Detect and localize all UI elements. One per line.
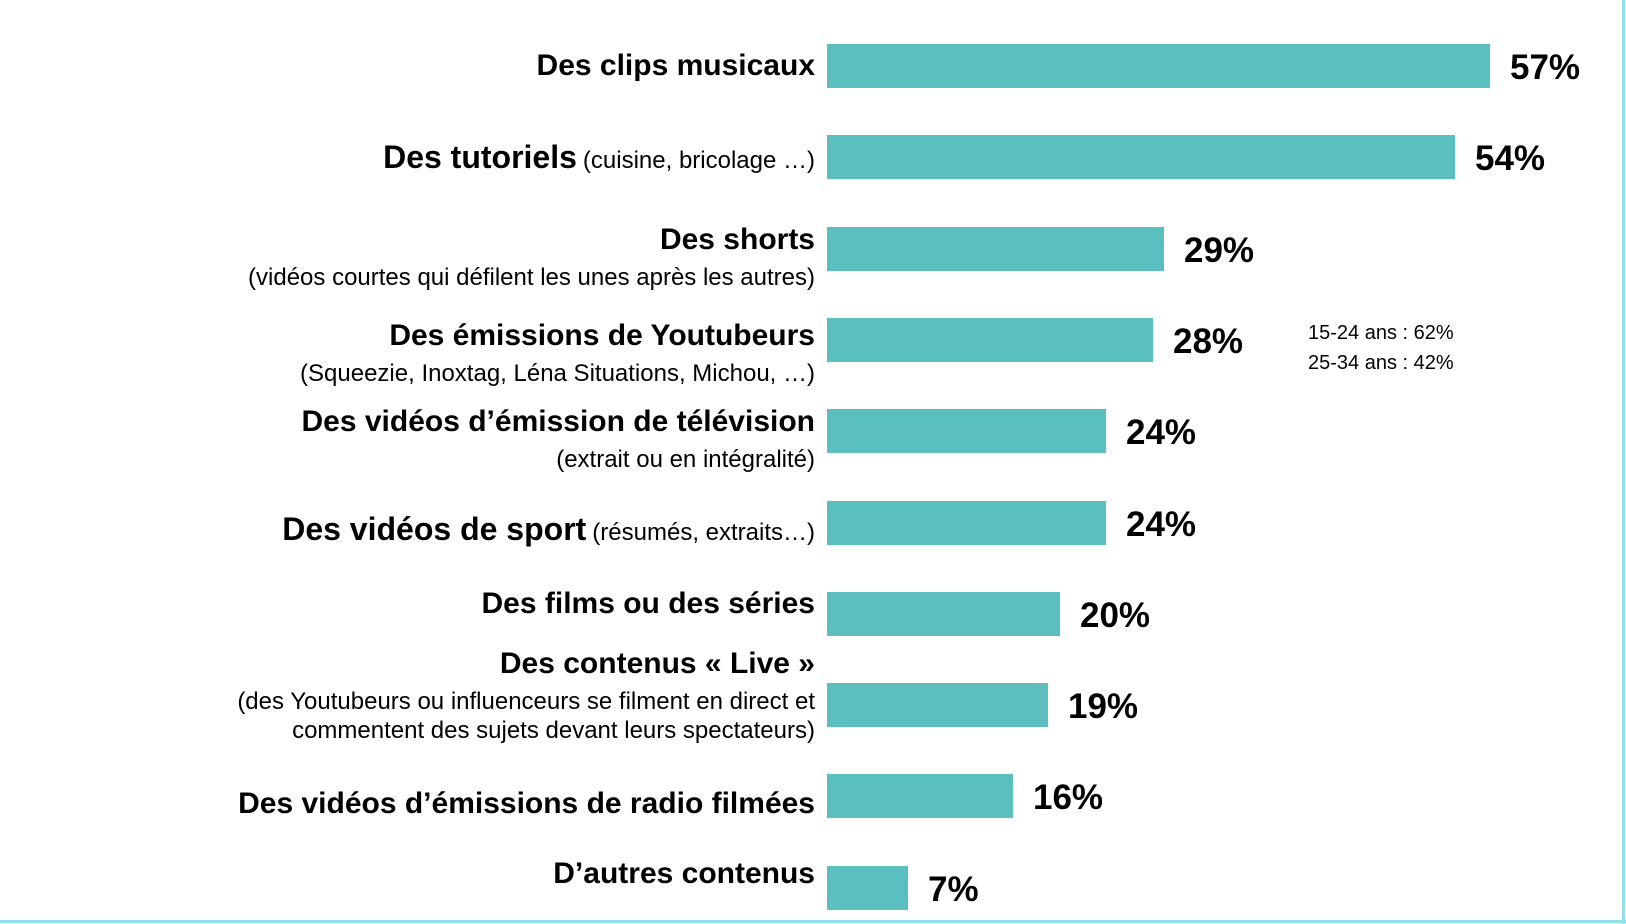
value-label: 24% — [1126, 413, 1197, 452]
bar — [827, 592, 1060, 636]
value-label: 57% — [1510, 48, 1581, 87]
category-name: Des vidéos de sport — [282, 511, 587, 547]
value-label: 54% — [1475, 139, 1546, 178]
bar — [827, 135, 1455, 179]
frame-border-bottom — [0, 920, 1626, 923]
bar — [827, 227, 1164, 271]
bar — [827, 318, 1153, 362]
category-name: Des films ou des séries — [481, 587, 816, 620]
category-detail: (Squeezie, Inoxtag, Léna Situations, Mic… — [300, 360, 815, 387]
category-label: Des contenus « Live » (des Youtubeurs ou … — [115, 646, 815, 746]
category-label: Des films ou des séries — [482, 586, 816, 622]
category-name: Des tutoriels — [383, 139, 577, 175]
frame-border-right — [1622, 0, 1625, 924]
value-label: 29% — [1184, 231, 1255, 270]
category-label: Des vidéos d’émission de télévision (extr… — [301, 404, 815, 475]
value-label: 19% — [1068, 687, 1139, 726]
category-name: Des vidéos d’émission de télévision — [301, 405, 815, 438]
value-label: 20% — [1080, 596, 1151, 635]
category-detail: (vidéos courtes qui défilent les unes ap… — [248, 264, 815, 291]
age-breakdown-annotation: 15-24 ans : 62% 25-34 ans : 42% — [1308, 318, 1454, 378]
category-detail: (résumés, extraits…) — [592, 519, 815, 546]
category-detail: (des Youtubeurs ou influenceurs se filme… — [237, 688, 815, 744]
category-detail: (extrait ou en intégralité) — [556, 446, 815, 473]
annotation-line-15-24: 15-24 ans : 62% — [1308, 322, 1454, 344]
category-name: Des shorts — [659, 223, 815, 256]
bar — [827, 501, 1106, 545]
value-label: 28% — [1173, 322, 1244, 361]
category-label: Des tutoriels (cuisine, bricolage …) — [383, 138, 815, 176]
bar — [827, 409, 1106, 453]
bar — [827, 866, 908, 910]
category-detail: (cuisine, bricolage …) — [582, 147, 815, 174]
category-label: Des vidéos de sport (résumés, extraits…) — [282, 510, 815, 548]
category-label: Des clips musicaux — [537, 48, 815, 84]
value-label: 16% — [1033, 778, 1104, 817]
category-name: Des vidéos d’émissions de radio filmées — [238, 787, 815, 820]
value-label: 7% — [928, 870, 979, 909]
category-label: Des vidéos d’émissions de radio filmées — [238, 786, 815, 822]
category-label: Des émissions de Youtubeurs (Squeezie, In… — [300, 318, 815, 389]
category-name: Des clips musicaux — [536, 49, 815, 82]
category-name: Des contenus « Live » — [499, 647, 815, 680]
category-name: D’autres contenus — [553, 857, 815, 890]
bar — [827, 44, 1490, 88]
bar — [827, 774, 1013, 818]
annotation-line-25-34: 25-34 ans : 42% — [1308, 352, 1454, 374]
category-name: Des émissions de Youtubeurs — [389, 319, 815, 352]
category-label: D’autres contenus — [553, 856, 815, 892]
value-label: 24% — [1126, 505, 1197, 544]
category-label: Des shorts (vidéos courtes qui défilent l… — [248, 222, 815, 293]
bar — [827, 683, 1048, 727]
